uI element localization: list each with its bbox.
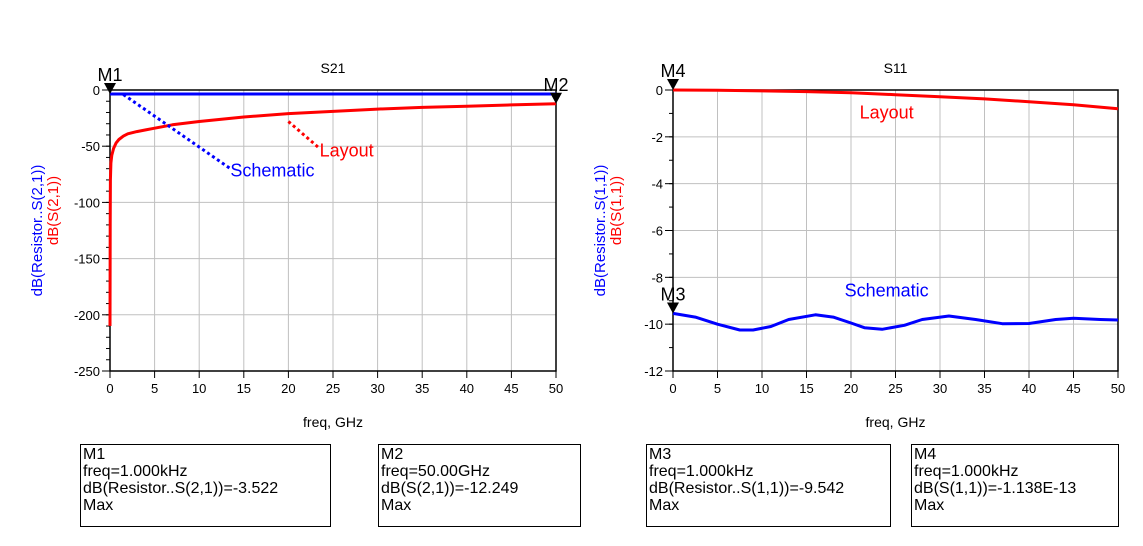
chart-title: S21 xyxy=(321,60,346,76)
readout-line: dB(Resistor..S(2,1))=-3.522 xyxy=(83,480,279,497)
y-tick-label: -6 xyxy=(651,224,663,239)
y-tick-label: 0 xyxy=(93,83,100,98)
marker-triangle-icon xyxy=(550,92,562,104)
x-tick-label: 25 xyxy=(888,381,902,396)
x-tick-label: 0 xyxy=(106,381,113,396)
x-tick-label: 15 xyxy=(237,381,251,396)
x-tick-label: 50 xyxy=(1111,381,1125,396)
marker-readout-m2[interactable]: M2 freq=50.00GHz dB(S(2,1))=-12.249 Max xyxy=(378,444,581,527)
marker-readout-m1[interactable]: M1 freq=1.000kHz dB(Resistor..S(2,1))=-3… xyxy=(80,444,331,527)
annotation-label-schematic: Schematic xyxy=(845,280,929,300)
readout-line: M2 xyxy=(381,446,404,463)
series-line-schematic xyxy=(672,311,1119,332)
readout-line: Max xyxy=(914,497,945,514)
y-axis-label-layout: dB(S(1,1)) xyxy=(608,176,625,245)
series-line-layout xyxy=(108,102,557,327)
annotation-label-layout: Layout xyxy=(320,140,374,160)
y-tick-label: -12 xyxy=(644,364,663,379)
x-tick-label: 5 xyxy=(151,381,158,396)
readout-line: M3 xyxy=(649,446,672,463)
readout-line: dB(S(1,1))=-1.138E-13 xyxy=(914,480,1077,497)
y-tick-label: -8 xyxy=(651,270,663,285)
readout-line: dB(S(2,1))=-12.249 xyxy=(381,480,519,497)
chart-title: S11 xyxy=(884,60,908,76)
x-tick-label: 40 xyxy=(460,381,474,396)
readout-line: M4 xyxy=(914,446,937,463)
marker-readout-m4[interactable]: M4 freq=1.000kHz dB(S(1,1))=-1.138E-13 M… xyxy=(911,444,1119,527)
y-tick-label: -2 xyxy=(651,130,663,145)
y-tick-label: 0 xyxy=(656,83,663,98)
marker-triangle-icon xyxy=(667,79,679,90)
y-tick-label: -4 xyxy=(651,177,663,192)
readout-line: freq=50.00GHz xyxy=(381,463,490,480)
y-tick-label: -250 xyxy=(74,364,100,379)
y-tick-label: -50 xyxy=(81,139,100,154)
x-tick-label: 0 xyxy=(669,381,676,396)
readout-line: M1 xyxy=(83,446,106,463)
marker-label: M2 xyxy=(543,75,568,95)
y-axis-label-layout: dB(S(2,1)) xyxy=(45,176,62,245)
marker-readout-m3[interactable]: M3 freq=1.000kHz dB(Resistor..S(1,1))=-9… xyxy=(646,444,891,527)
readout-line: freq=1.000kHz xyxy=(914,463,1019,480)
y-axis-label-schematic: dB(Resistor..S(2,1)) xyxy=(29,165,46,297)
annotation-label-layout: Layout xyxy=(860,102,914,122)
x-tick-label: 30 xyxy=(933,381,947,396)
x-tick-label: 40 xyxy=(1022,381,1036,396)
x-tick-label: 50 xyxy=(549,381,563,396)
annotation-label-schematic: Schematic xyxy=(230,161,314,181)
readout-line: freq=1.000kHz xyxy=(649,463,754,480)
x-tick-label: 30 xyxy=(370,381,384,396)
y-tick-label: -100 xyxy=(74,195,100,210)
x-tick-label: 5 xyxy=(714,381,721,396)
readout-line: freq=1.000kHz xyxy=(83,463,188,480)
x-tick-label: 45 xyxy=(504,381,518,396)
y-tick-label: -200 xyxy=(74,308,100,323)
readout-line: Max xyxy=(649,497,680,514)
x-tick-label: 10 xyxy=(755,381,769,396)
y-tick-label: -150 xyxy=(74,252,100,267)
readout-line: Max xyxy=(83,497,114,514)
marker-triangle-icon xyxy=(104,82,116,94)
annotation-leader-line xyxy=(287,120,321,150)
marker-label: M3 xyxy=(660,284,685,304)
marker-triangle-icon xyxy=(667,302,679,314)
series-line-layout xyxy=(672,88,1119,111)
plot-frame xyxy=(672,89,1119,372)
y-axis-label-schematic: dB(Resistor..S(1,1)) xyxy=(592,165,609,297)
marker-label: M1 xyxy=(97,65,122,85)
x-tick-label: 20 xyxy=(844,381,858,396)
x-tick-label: 35 xyxy=(415,381,429,396)
readout-line: Max xyxy=(381,497,412,514)
x-axis-label: freq, GHz xyxy=(866,414,926,430)
x-tick-label: 10 xyxy=(192,381,206,396)
x-tick-label: 20 xyxy=(281,381,295,396)
marker-label: M4 xyxy=(660,61,685,81)
y-tick-label: -10 xyxy=(644,317,663,332)
x-tick-label: 45 xyxy=(1066,381,1080,396)
readout-line: dB(Resistor..S(1,1))=-9.542 xyxy=(649,480,845,497)
x-axis-label: freq, GHz xyxy=(303,414,363,430)
annotation-leader-line xyxy=(122,93,232,170)
x-tick-label: 25 xyxy=(326,381,340,396)
x-tick-label: 15 xyxy=(799,381,813,396)
x-tick-label: 35 xyxy=(977,381,991,396)
